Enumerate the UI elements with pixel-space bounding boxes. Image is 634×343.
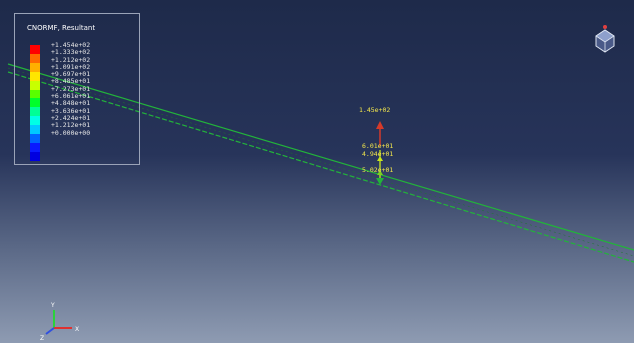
legend-swatch — [30, 62, 40, 72]
legend-value-label: +6.061e+01 — [51, 92, 91, 101]
legend-swatch — [30, 80, 40, 90]
legend-swatch — [30, 98, 40, 108]
legend-swatch — [30, 125, 40, 135]
max-force-arrowhead — [376, 121, 384, 129]
triad-z-label: Z — [40, 335, 44, 342]
legend-value-label: +9.697e+01 — [51, 70, 91, 79]
legend-swatch — [30, 151, 40, 161]
legend-value-label: +1.454e+02 — [51, 41, 91, 49]
triad-y-label: Y — [50, 302, 55, 309]
view-compass-icon[interactable] — [595, 25, 615, 53]
value-label-2: 4.94e+01 — [362, 150, 394, 158]
value-label-1: 6.01e+01 — [362, 142, 394, 150]
legend-color-bar — [30, 45, 40, 161]
legend-swatch — [30, 142, 40, 152]
legend-title: CNORMF, Resultant — [27, 24, 96, 32]
legend-swatch — [30, 134, 40, 143]
surface-edge-mid — [7, 67, 634, 257]
legend-swatch — [30, 71, 40, 81]
legend-swatch — [30, 116, 40, 126]
axis-triad: Y X Z — [40, 302, 79, 342]
legend-swatch — [30, 107, 40, 117]
legend-value-label: +1.091e+02 — [51, 62, 91, 71]
legend-value-label: +1.212e+01 — [51, 121, 91, 130]
surface-edge-lower — [7, 71, 634, 263]
max-value-label: 1.45e+02 — [359, 106, 391, 114]
contour-legend[interactable]: CNORMF, Resultant +1.454e+02 +1.333e+02 +1… — [14, 13, 140, 165]
contact-force-vectors — [376, 121, 384, 185]
legend-swatch — [30, 89, 40, 99]
surface-edge-upper — [7, 63, 634, 251]
legend-value-label: +1.333e+02 — [51, 48, 91, 57]
triad-x-label: X — [75, 326, 79, 333]
legend-labels: +1.454e+02 +1.333e+02 +1.212e+02 +1.091e+02… — [51, 41, 91, 137]
value-label-3: 5.02e+01 — [362, 166, 394, 174]
legend-value-label: +2.424e+01 — [51, 113, 91, 122]
legend-value-label: +3.636e+01 — [51, 106, 91, 115]
legend-swatch — [30, 45, 40, 54]
legend-value-label: +1.212e+02 — [51, 55, 91, 64]
legend-value-label: +7.273e+01 — [51, 84, 91, 93]
legend-swatch — [30, 53, 40, 63]
legend-value-label: +0.000e+00 — [51, 128, 91, 137]
legend-value-label: +4.848e+01 — [51, 99, 91, 108]
legend-value-label: +8.485e+01 — [51, 77, 91, 86]
